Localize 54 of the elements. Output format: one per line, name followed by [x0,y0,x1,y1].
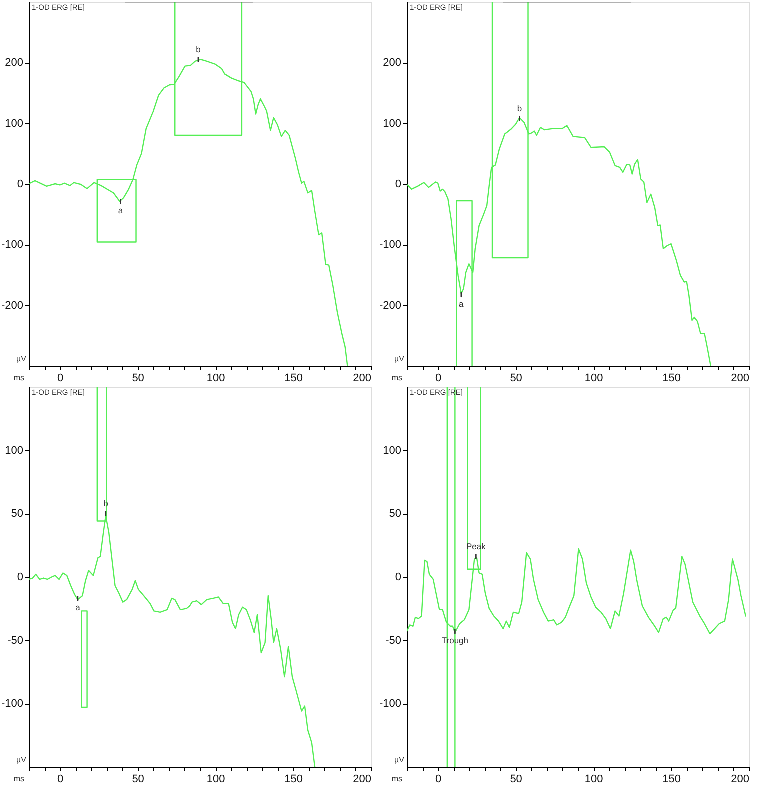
y-tick-label: 0 [395,572,402,584]
x-tick-label: 0 [436,774,442,786]
annotation: a [459,299,464,310]
x-tick-label: 100 [584,774,604,786]
x-axis-title: ms [392,374,402,382]
y-axis-title: µV [394,756,406,764]
annotation: a [76,602,81,613]
x-tick-label: 150 [284,774,303,786]
annotation: a [118,206,124,216]
x-tick-label: 200 [731,372,750,384]
x-tick-label: 150 [662,372,681,384]
x-tick-label: 50 [132,372,144,384]
y-tick-label: 100 [383,444,402,457]
y-axis-title: µV [16,756,28,764]
y-tick-label: 100 [5,444,24,457]
line-series [81,610,88,708]
x-tick-label: 200 [731,774,750,786]
x-axis-title: ms [14,774,24,784]
y-tick-label: 200 [5,57,24,70]
annotation: b [196,44,202,55]
y-tick-label: 0 [17,178,24,190]
y-axis-title: µV [394,354,406,364]
y-tick-label: 50 [389,508,402,520]
x-tick-label: 0 [58,774,64,786]
x-tick-label: 100 [206,774,226,786]
y-tick-label: 100 [383,118,402,130]
x-tick-label: 0 [58,372,64,384]
x-tick-label: 200 [353,372,372,384]
x-tick-label: 100 [206,372,226,384]
x-tick-label: 150 [662,774,681,786]
y-tick-label: 100 [5,118,24,130]
x-tick-label: 150 [284,372,303,384]
x-axis-title: ms [392,774,402,784]
annotation: b [517,103,522,114]
y-axis-title: µV [16,354,28,364]
x-tick-label: 50 [132,774,144,786]
x-tick-label: 50 [510,372,522,384]
y-tick-label: -200 [379,300,402,312]
y-tick-label: 50 [11,508,24,520]
x-tick-label: 200 [353,774,372,786]
y-tick-label: 200 [383,57,402,70]
y-tick-label: 0 [17,572,24,584]
y-tick-label: -100 [1,239,24,252]
x-tick-label: 0 [436,372,442,384]
y-tick-label: -100 [1,698,24,710]
x-tick-label: 50 [510,774,522,786]
y-tick-label: 0 [395,178,402,190]
y-tick-label: -100 [379,239,402,252]
y-tick-label: -200 [1,300,24,312]
x-tick-label: 100 [584,372,604,384]
x-axis-title: ms [14,374,24,382]
y-tick-label: -50 [8,634,24,647]
y-tick-label: -100 [379,698,402,710]
y-tick-label: -50 [386,634,402,647]
